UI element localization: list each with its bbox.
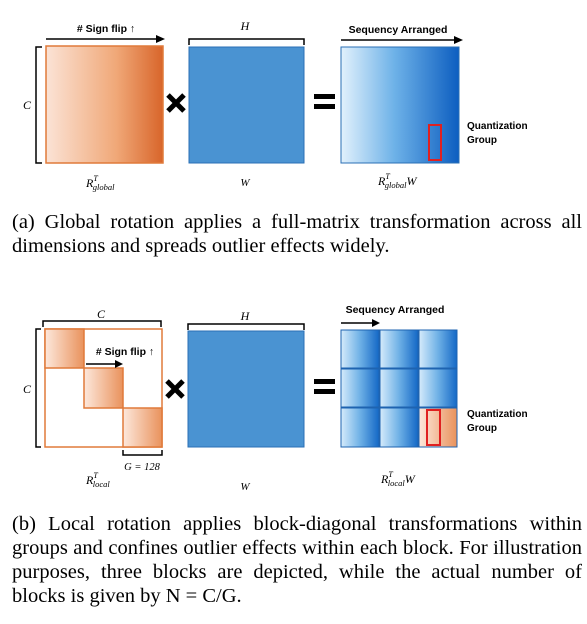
grid-cell-highlight <box>418 407 458 448</box>
eq-sub: global <box>93 182 115 192</box>
sequency-label: Sequency Arranged <box>346 304 445 316</box>
caption-a: (a) Global rotation applies a full-matri… <box>12 211 582 257</box>
quantization-label-1: Quantization <box>467 121 528 132</box>
eq-t: T <box>93 471 98 480</box>
g-label: G = 128 <box>124 462 160 473</box>
result-local-grid <box>340 329 458 448</box>
result-global-equation: RT globalW <box>377 172 418 190</box>
quantization-label-2: Group <box>467 135 497 146</box>
grid-cell <box>418 329 458 369</box>
r-global-matrix <box>45 45 164 164</box>
eq-w: W <box>407 174 418 188</box>
r-global-equation: RT global <box>85 174 115 192</box>
result-local-equation: RT localW <box>380 470 416 488</box>
r-local-block-2 <box>83 367 124 409</box>
panel-b: C C # Sign flip ↑ G = 128 H <box>23 304 528 493</box>
grid-cell <box>379 368 419 408</box>
g-label-text: G = 128 <box>124 462 160 473</box>
grid-cell <box>340 329 380 369</box>
eq-w: W <box>405 472 416 486</box>
grid-cell <box>340 407 380 448</box>
eq-r: R <box>85 176 94 190</box>
c-bracket <box>35 46 42 164</box>
w-label: W <box>240 481 250 493</box>
h-label: H <box>240 309 251 323</box>
sign-flip-arrowhead <box>115 360 123 368</box>
c-label: C <box>23 98 32 112</box>
g-bracket <box>122 450 163 456</box>
h-bracket <box>187 323 305 330</box>
eq-t: T <box>93 174 98 183</box>
r-local-block-3 <box>122 407 163 448</box>
eq-r: R <box>380 472 389 486</box>
equals-icon <box>314 379 335 394</box>
eq-t: T <box>388 470 393 479</box>
quantization-label-1: Quantization <box>467 409 528 420</box>
c-left-bracket <box>35 328 41 448</box>
sign-flip-arrowhead <box>156 35 165 43</box>
quantization-label-2: Group <box>467 423 497 434</box>
r-local-block-1 <box>44 328 85 369</box>
h-bracket <box>188 38 305 45</box>
caption-b: (b) Local rotation applies block-diagona… <box>12 513 582 607</box>
eq-t: T <box>385 172 390 181</box>
c-top-label: C <box>97 307 106 321</box>
multiply-icon <box>165 379 185 399</box>
c-top-bracket <box>42 320 162 327</box>
r-local-equation: RT local <box>85 471 110 489</box>
multiply-icon <box>166 93 186 113</box>
panel-a: # Sign flip ↑ C H Sequency Arranged Q <box>23 19 528 192</box>
eq-r: R <box>377 174 386 188</box>
w-matrix <box>187 330 305 448</box>
grid-cell <box>379 329 419 369</box>
sequency-arrowhead <box>454 36 463 44</box>
equals-icon <box>314 94 335 109</box>
grid-cell <box>340 368 380 408</box>
eq-r: R <box>85 473 94 487</box>
eq-sub: local <box>93 479 111 489</box>
w-matrix <box>188 46 305 164</box>
grid-cell <box>418 368 458 408</box>
h-label: H <box>240 19 251 33</box>
w-label: W <box>240 177 250 189</box>
quantization-group-box <box>428 124 442 161</box>
result-global-matrix <box>340 46 460 164</box>
sign-flip-label: # Sign flip ↑ <box>77 23 135 35</box>
sequency-arrowhead <box>372 319 380 327</box>
sequency-label: Sequency Arranged <box>349 24 448 36</box>
eq-sub: local <box>388 478 406 488</box>
sign-flip-label: # Sign flip ↑ <box>96 346 154 358</box>
c-label: C <box>23 382 32 396</box>
eq-sub: global <box>385 180 407 190</box>
quantization-group-box <box>426 409 441 446</box>
grid-cell <box>379 407 419 448</box>
